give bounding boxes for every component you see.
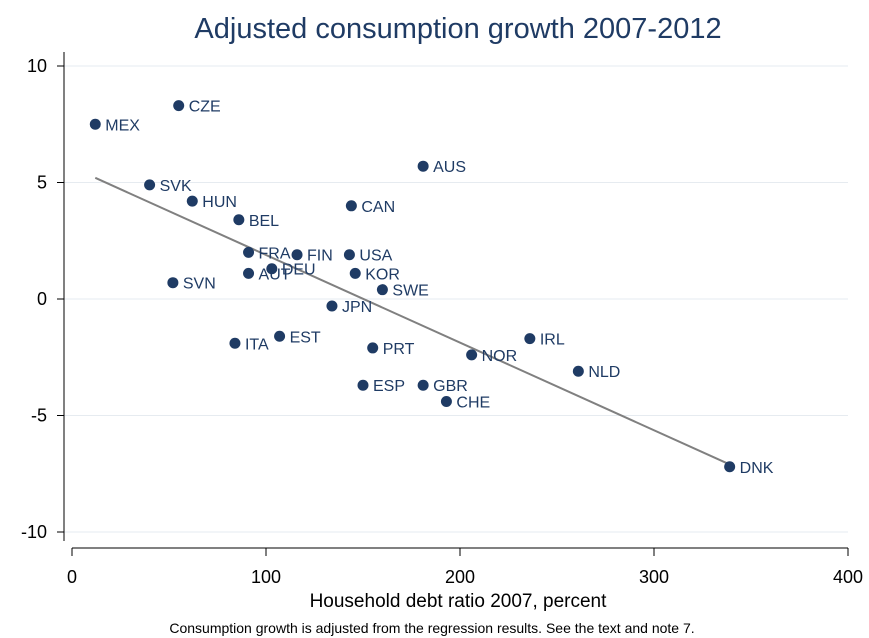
grid (64, 65, 848, 533)
data-label: SVK (160, 178, 192, 195)
data-point (417, 160, 429, 172)
data-label: HUN (202, 194, 237, 211)
data-label: USA (359, 248, 392, 265)
data-label: ITA (245, 336, 269, 353)
fit-line-group (94, 176, 731, 466)
data-point (466, 349, 478, 361)
x-axis-ticks: 0 100 200 300 400 (67, 548, 863, 587)
data-label: CZE (189, 99, 221, 116)
data-label: SVN (183, 276, 216, 293)
data-label: FIN (307, 248, 333, 265)
data-label: ESP (373, 378, 405, 395)
data-point (357, 379, 369, 391)
data-label: CHE (456, 395, 490, 412)
data-label: AUS (433, 159, 466, 176)
chart-note: Consumption growth is adjusted from the … (169, 620, 694, 636)
data-label: DEU (282, 262, 316, 279)
data-label: AUT (259, 266, 291, 283)
data-point (572, 365, 584, 377)
data-point (243, 267, 255, 279)
data-point (233, 214, 245, 226)
y-tick-label: 5 (37, 173, 47, 193)
data-label: SWE (392, 283, 428, 300)
data-label: CAN (361, 199, 395, 216)
data-point (291, 249, 303, 261)
data-point (274, 330, 286, 342)
data-point (229, 337, 241, 349)
data-point (243, 246, 255, 258)
data-point (376, 284, 388, 296)
data-point (524, 333, 536, 345)
data-point (266, 263, 278, 275)
data-point (89, 118, 101, 130)
x-tick-label: 100 (251, 567, 281, 587)
x-tick-label: 300 (639, 567, 669, 587)
data-point (326, 300, 338, 312)
data-label: KOR (365, 266, 400, 283)
data-point (144, 179, 156, 191)
data-label: PRT (383, 341, 415, 358)
data-label: BEL (249, 213, 279, 230)
y-tick-label: -5 (31, 406, 47, 426)
data-label: IRL (540, 332, 565, 349)
data-point (367, 342, 379, 354)
x-tick-label: 0 (67, 567, 77, 587)
data-label: FRA (259, 245, 291, 262)
x-tick-label: 400 (833, 567, 863, 587)
data-point (724, 461, 736, 473)
data-point (186, 195, 198, 207)
data-label: NOR (482, 348, 518, 365)
x-tick-label: 200 (445, 567, 475, 587)
y-tick-label: -10 (21, 522, 47, 542)
data-label: EST (290, 329, 321, 346)
x-axis-label: Household debt ratio 2007, percent (310, 591, 608, 612)
data-label: GBR (433, 378, 468, 395)
data-point (173, 100, 185, 112)
data-point (167, 277, 179, 289)
y-axis-ticks: 10 5 0 -5 -10 (21, 56, 64, 542)
data-label: MEX (105, 117, 140, 134)
data-label: NLD (588, 364, 620, 381)
data-label: DNK (740, 460, 774, 477)
data-point (349, 267, 361, 279)
data-point (345, 200, 357, 212)
y-tick-label: 0 (37, 289, 47, 309)
chart-title: Adjusted consumption growth 2007-2012 (194, 13, 721, 45)
data-label: JPN (342, 299, 372, 316)
data-point (440, 396, 452, 408)
fit-line (94, 176, 731, 466)
data-point (343, 249, 355, 261)
data-point (417, 379, 429, 391)
y-tick-label: 10 (27, 56, 47, 76)
